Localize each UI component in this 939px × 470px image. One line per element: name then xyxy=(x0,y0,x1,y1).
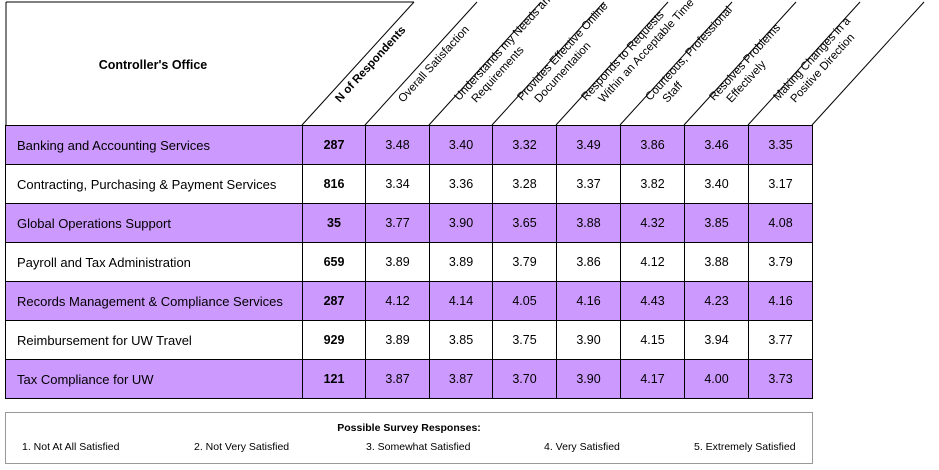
score-cell: 3.77 xyxy=(365,203,430,243)
table-row: Reimbursement for UW Travel 929 3.89 3.85 3.… xyxy=(5,320,813,360)
legend-item-4: 4. Very Satisfied xyxy=(544,441,620,453)
score-cell: 4.08 xyxy=(748,203,813,243)
column-header-line: Making Changes in a xyxy=(771,15,853,103)
score-cell: 3.82 xyxy=(620,164,685,204)
score-cell: 4.43 xyxy=(620,281,685,321)
respondents-cell: 35 xyxy=(302,203,366,243)
legend-item-5: 5. Extremely Satisfied xyxy=(694,441,796,453)
header-diagonal-line xyxy=(491,1,605,126)
service-name-cell: Payroll and Tax Administration xyxy=(5,242,303,282)
header-diagonal-line xyxy=(811,1,925,126)
service-name-cell: Reimbursement for UW Travel xyxy=(5,320,303,360)
score-cell: 3.87 xyxy=(365,359,430,399)
score-cell: 3.88 xyxy=(684,242,749,282)
score-cell: 3.46 xyxy=(684,125,749,165)
table-row: Contracting, Purchasing & Payment Servic… xyxy=(5,164,813,204)
service-name-cell: Records Management & Compliance Services xyxy=(5,281,303,321)
table-row: Payroll and Tax Administration 659 3.89 3.8… xyxy=(5,242,813,282)
header-diagonal-line xyxy=(619,1,733,126)
score-cell: 3.90 xyxy=(556,320,621,360)
score-cell: 4.16 xyxy=(748,281,813,321)
respondents-cell: 287 xyxy=(302,125,366,165)
score-cell: 4.05 xyxy=(492,281,557,321)
score-cell: 3.36 xyxy=(429,164,493,204)
respondents-header: N of Respondents xyxy=(333,24,408,105)
score-cell: 3.37 xyxy=(556,164,621,204)
score-cell: 3.85 xyxy=(684,203,749,243)
table-row: Tax Compliance for UW 121 3.87 3.87 3.70 3.90… xyxy=(5,359,813,399)
score-cell: 3.77 xyxy=(748,320,813,360)
score-cell: 3.89 xyxy=(365,320,430,360)
respondents-cell: 659 xyxy=(302,242,366,282)
score-cell: 3.28 xyxy=(492,164,557,204)
table-row: Records Management & Compliance Services… xyxy=(5,281,813,321)
score-cell: 4.12 xyxy=(365,281,430,321)
header-diagonal-line xyxy=(747,1,861,126)
score-cell: 4.15 xyxy=(620,320,685,360)
legend-item-1: 1. Not At All Satisfied xyxy=(22,441,120,453)
score-cell: 4.23 xyxy=(684,281,749,321)
score-cell: 3.70 xyxy=(492,359,557,399)
score-cell: 3.73 xyxy=(748,359,813,399)
score-cell: 4.00 xyxy=(684,359,749,399)
score-cell: 3.40 xyxy=(684,164,749,204)
survey-response-legend: Possible Survey Responses: 1. Not At All… xyxy=(5,412,813,464)
respondents-cell: 287 xyxy=(302,281,366,321)
header-diagonal-line xyxy=(555,1,669,126)
score-cell: 4.12 xyxy=(620,242,685,282)
score-cell: 3.48 xyxy=(365,125,430,165)
score-cell: 4.32 xyxy=(620,203,685,243)
score-cell: 3.17 xyxy=(748,164,813,204)
score-cell: 3.89 xyxy=(429,242,493,282)
score-cell: 3.35 xyxy=(748,125,813,165)
service-name-cell: Global Operations Support xyxy=(5,203,303,243)
score-cell: 3.79 xyxy=(748,242,813,282)
score-cell: 3.90 xyxy=(556,359,621,399)
score-cell: 4.17 xyxy=(620,359,685,399)
score-cell: 4.16 xyxy=(556,281,621,321)
service-name-cell: Banking and Accounting Services xyxy=(5,125,303,165)
survey-results-table: Banking and Accounting Services 287 3.48 3.… xyxy=(5,125,813,399)
score-cell: 4.14 xyxy=(429,281,493,321)
table-row: Global Operations Support 35 3.77 3.90 3.65 3… xyxy=(5,203,813,243)
score-cell: 3.88 xyxy=(556,203,621,243)
legend-item-3: 3. Somewhat Satisfied xyxy=(366,441,471,453)
score-cell: 3.79 xyxy=(492,242,557,282)
header-diagonal-line xyxy=(301,1,415,126)
office-title: Controller's Office xyxy=(98,58,208,72)
score-cell: 3.94 xyxy=(684,320,749,360)
legend-title: Possible Survey Responses: xyxy=(337,422,481,434)
header-diagonal-line xyxy=(428,1,542,126)
respondents-cell: 816 xyxy=(302,164,366,204)
column-header: Making Changes in aPositive Direction xyxy=(771,15,863,113)
score-cell: 3.86 xyxy=(620,125,685,165)
header-divider-lines xyxy=(5,1,925,126)
score-cell: 3.65 xyxy=(492,203,557,243)
score-cell: 3.87 xyxy=(429,359,493,399)
score-cell: 3.75 xyxy=(492,320,557,360)
score-cell: 3.49 xyxy=(556,125,621,165)
score-cell: 3.90 xyxy=(429,203,493,243)
score-cell: 3.85 xyxy=(429,320,493,360)
service-name-cell: Contracting, Purchasing & Payment Servic… xyxy=(5,164,303,204)
score-cell: 3.89 xyxy=(365,242,430,282)
table-row: Banking and Accounting Services 287 3.48 3.… xyxy=(5,125,813,165)
legend-item-2: 2. Not Very Satisfied xyxy=(194,441,290,453)
service-name-cell: Tax Compliance for UW xyxy=(5,359,303,399)
score-cell: 3.34 xyxy=(365,164,430,204)
score-cell: 3.86 xyxy=(556,242,621,282)
header-diagonal-line xyxy=(364,1,478,126)
column-header-line: N of Respondents xyxy=(333,24,408,105)
respondents-cell: 121 xyxy=(302,359,366,399)
header-diagonal-line xyxy=(683,1,797,126)
respondents-cell: 929 xyxy=(302,320,366,360)
score-cell: 3.40 xyxy=(429,125,493,165)
score-cell: 3.32 xyxy=(492,125,557,165)
